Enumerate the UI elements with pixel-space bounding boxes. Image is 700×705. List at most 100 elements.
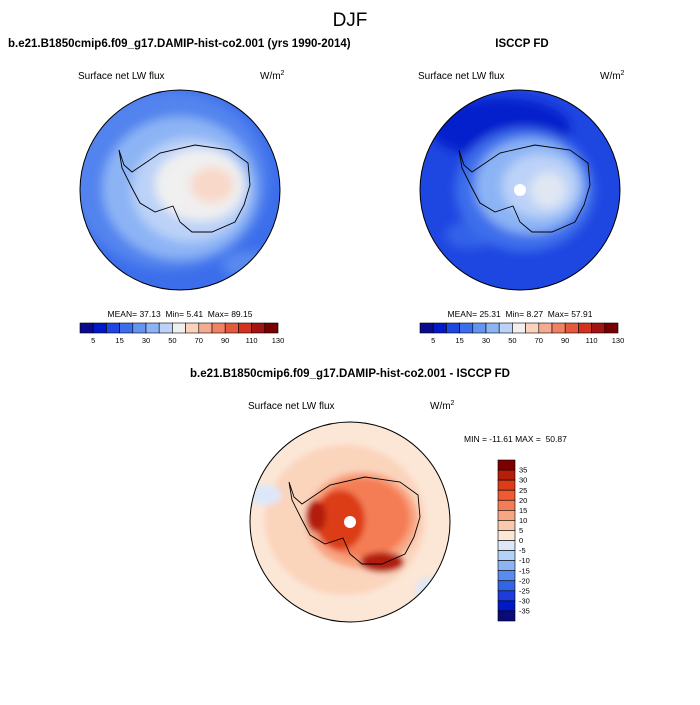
- units-label: W/m2: [600, 70, 625, 82]
- negative-patch: [250, 485, 281, 505]
- colorbar-tick-label: -15: [519, 566, 530, 575]
- panel-title: ISCCP FD: [495, 38, 548, 50]
- colorbar-box: [564, 322, 579, 334]
- colorbar-tick-label: 70: [195, 336, 203, 345]
- colorbar-tick-label: 90: [561, 336, 569, 345]
- colorbar-box: [419, 322, 434, 334]
- units-label: W/m2: [260, 70, 285, 82]
- colorbar-tick-label: 0: [519, 536, 523, 545]
- colorbar-box: [264, 322, 279, 334]
- colorbar-tick-label: 50: [168, 336, 176, 345]
- colorbar-tick-label: 30: [142, 336, 150, 345]
- colorbar-box: [525, 322, 540, 334]
- colorbar-tick-label: 5: [519, 526, 523, 535]
- colorbar-box: [497, 459, 516, 471]
- polar-map: [420, 90, 620, 290]
- colorbar-tick-label: 110: [586, 336, 598, 345]
- panel-obs: ISCCP FD Surface net LW flux W/m2 MEAN= …: [418, 38, 625, 345]
- colorbar-tick-label: 70: [535, 336, 543, 345]
- stats-line: MEAN= 25.31 Min= 8.27 Max= 57.91: [448, 309, 593, 319]
- colorbar-tick-label: 10: [519, 516, 527, 525]
- colorbar-box: [158, 322, 173, 334]
- colorbar-tick-label: 110: [246, 336, 258, 345]
- colorbar-box: [472, 322, 487, 334]
- interior-high: [315, 490, 365, 550]
- colorbar-box: [172, 322, 186, 334]
- variable-label: Surface net LW flux: [248, 401, 335, 412]
- colorbar-box: [604, 322, 619, 334]
- colorbar-tick-label: 130: [612, 336, 625, 345]
- pole-hole: [344, 516, 356, 528]
- colorbar-tick-label: 50: [508, 336, 516, 345]
- colorbar-box: [497, 469, 516, 481]
- south-patch: [222, 251, 278, 279]
- colorbar-tick-label: 20: [519, 496, 527, 505]
- map-boundary: [419, 89, 621, 291]
- colorbar-obs: 5 15 30 50 70 90 110 130: [419, 322, 625, 345]
- west-max: [306, 500, 326, 532]
- colorbar-box: [185, 322, 200, 334]
- colorbar-box: [497, 530, 516, 541]
- panel-model: b.e21.B1850cmip6.f09_g17.DAMIP-hist-co2.…: [8, 38, 351, 345]
- colorbar-tick-label: -35: [519, 607, 530, 616]
- season-title: DJF: [333, 10, 368, 31]
- polar-map: [80, 90, 280, 290]
- antarctic-coastline: [118, 144, 251, 233]
- colorbar-tick-label: 25: [519, 486, 527, 495]
- interior-high: [190, 167, 234, 203]
- colorbar-box: [497, 479, 516, 491]
- colorbar-box: [79, 322, 94, 334]
- panel-title: b.e21.B1850cmip6.f09_g17.DAMIP-hist-co2.…: [190, 368, 510, 380]
- colorbar-tick-label: -5: [519, 546, 526, 555]
- colorbar-tick-label: 130: [272, 336, 285, 345]
- map-boundary: [249, 421, 451, 623]
- colorbar-tick-label: 15: [519, 506, 527, 515]
- colorbar-box: [591, 322, 606, 334]
- colorbar-tick-label: 90: [221, 336, 229, 345]
- colorbar-tick-label: 30: [519, 476, 527, 485]
- colorbar-box: [145, 322, 160, 334]
- colorbar-tick-label: 30: [482, 336, 490, 345]
- pole-hole: [514, 184, 526, 196]
- colorbar-box: [497, 600, 516, 612]
- ocean-patch-left: [445, 221, 495, 249]
- colorbar-box: [132, 322, 147, 334]
- colorbar-box: [497, 510, 516, 521]
- colorbar-box: [497, 499, 516, 511]
- colorbar-box: [92, 322, 107, 334]
- colorbar-box: [432, 322, 447, 334]
- colorbar-tick-label: -25: [519, 586, 530, 595]
- colorbar-box: [446, 322, 460, 334]
- map-boundary: [79, 89, 281, 291]
- panel-diff: b.e21.B1850cmip6.f09_g17.DAMIP-hist-co2.…: [190, 368, 567, 623]
- south-max: [360, 552, 404, 572]
- colorbar-box: [497, 560, 516, 571]
- colorbar-box: [551, 322, 566, 334]
- colorbar-box: [211, 322, 226, 334]
- colorbar-box: [497, 520, 516, 531]
- colorbar-box: [224, 322, 239, 334]
- antarctic-coastline: [288, 476, 421, 565]
- colorbar-box: [238, 322, 252, 334]
- colorbar-box: [459, 322, 474, 334]
- variable-label: Surface net LW flux: [78, 71, 165, 82]
- colorbar-tick-label: 15: [455, 336, 463, 345]
- colorbar-box: [497, 580, 516, 592]
- colorbar-tick-label: -30: [519, 596, 530, 605]
- colorbar-box: [497, 489, 516, 501]
- colorbar-tick-label: 5: [91, 336, 95, 345]
- colorbar-model: 5 15 30 50 70 90 110 130: [79, 322, 285, 345]
- colorbar-box: [497, 550, 516, 561]
- colorbar-box: [498, 322, 513, 334]
- colorbar-box: [198, 322, 213, 334]
- interior-high: [530, 172, 566, 208]
- stats-line: MIN = -11.61 MAX = 50.87: [464, 434, 567, 444]
- colorbar-tick-label: 15: [115, 336, 123, 345]
- antarctic-coastline: [458, 144, 591, 233]
- colorbar-box: [497, 540, 516, 551]
- colorbar-box: [119, 322, 134, 334]
- panel-title: b.e21.B1850cmip6.f09_g17.DAMIP-hist-co2.…: [8, 38, 351, 50]
- colorbar-box: [512, 322, 526, 334]
- stats-line: MEAN= 37.13 Min= 5.41 Max= 89.15: [108, 309, 253, 319]
